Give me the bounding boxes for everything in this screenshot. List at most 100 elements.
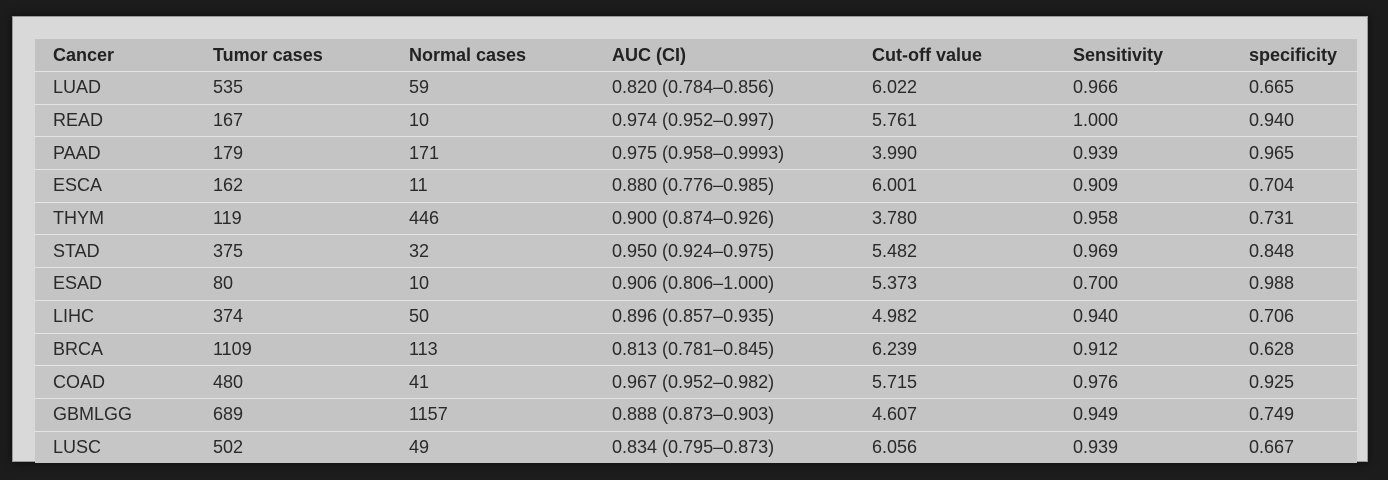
cell-specificity: 0.988 (1231, 267, 1357, 301)
table-frame: Cancer Tumor cases Normal cases AUC (CI)… (12, 16, 1368, 464)
cell-sensitivity: 1.000 (1055, 103, 1231, 137)
cell-tumor-cases: 375 (195, 234, 391, 268)
cell-cancer: GBMLGG (35, 397, 195, 432)
cell-cancer: BRCA (35, 332, 195, 366)
cell-normal-cases: 32 (391, 234, 594, 268)
table-header-row: Cancer Tumor cases Normal cases AUC (CI)… (35, 39, 1357, 72)
cell-normal-cases: 11 (391, 169, 594, 203)
cell-cancer: STAD (35, 234, 195, 268)
column-header-cancer: Cancer (35, 39, 195, 72)
cell-tumor-cases: 80 (195, 267, 391, 301)
cell-sensitivity: 0.912 (1055, 332, 1231, 366)
cell-cutoff: 4.607 (854, 397, 1055, 432)
table-body: LUAD 535 59 0.820 (0.784–0.856) 6.022 0.966 0.… (35, 71, 1357, 464)
column-header-tumor-cases: Tumor cases (195, 39, 391, 72)
cell-tumor-cases: 119 (195, 201, 391, 235)
cell-sensitivity: 0.940 (1055, 299, 1231, 333)
cell-tumor-cases: 502 (195, 430, 391, 464)
cell-normal-cases: 41 (391, 365, 594, 399)
cell-cutoff: 6.056 (854, 430, 1055, 464)
cell-specificity: 0.965 (1231, 136, 1357, 170)
cell-sensitivity: 0.958 (1055, 201, 1231, 235)
cell-cutoff: 6.001 (854, 169, 1055, 203)
column-header-sensitivity: Sensitivity (1055, 39, 1231, 72)
cell-sensitivity: 0.976 (1055, 365, 1231, 399)
cell-sensitivity: 0.909 (1055, 169, 1231, 203)
cell-cutoff: 6.239 (854, 332, 1055, 366)
cell-sensitivity: 0.939 (1055, 136, 1231, 170)
table-row: GBMLGG 689 1157 0.888 (0.873–0.903) 4.607 0.9… (35, 397, 1357, 432)
results-table: Cancer Tumor cases Normal cases AUC (CI)… (35, 39, 1357, 464)
cell-cancer: COAD (35, 365, 195, 399)
cell-specificity: 0.665 (1231, 71, 1357, 105)
cell-specificity: 0.749 (1231, 397, 1357, 432)
table-row: BRCA 1109 113 0.813 (0.781–0.845) 6.239 0.912… (35, 332, 1357, 366)
cell-tumor-cases: 374 (195, 299, 391, 333)
cell-auc: 0.950 (0.924–0.975) (594, 234, 854, 268)
cell-specificity: 0.731 (1231, 201, 1357, 235)
table-row: READ 167 10 0.974 (0.952–0.997) 5.761 1.000 0.… (35, 103, 1357, 137)
cell-cancer: LUSC (35, 430, 195, 464)
cell-cutoff: 5.761 (854, 103, 1055, 137)
cell-cutoff: 5.715 (854, 365, 1055, 399)
cell-sensitivity: 0.949 (1055, 397, 1231, 432)
cell-tumor-cases: 689 (195, 397, 391, 432)
cell-tumor-cases: 162 (195, 169, 391, 203)
cell-cutoff: 3.990 (854, 136, 1055, 170)
column-header-specificity: specificity (1231, 39, 1357, 72)
cell-auc: 0.834 (0.795–0.873) (594, 430, 854, 464)
cell-cutoff: 5.373 (854, 267, 1055, 301)
table-row: STAD 375 32 0.950 (0.924–0.975) 5.482 0.969 0.… (35, 234, 1357, 268)
cell-tumor-cases: 167 (195, 103, 391, 137)
cell-cutoff: 6.022 (854, 71, 1055, 105)
cell-auc: 0.888 (0.873–0.903) (594, 397, 854, 432)
cell-auc: 0.813 (0.781–0.845) (594, 332, 854, 366)
cell-sensitivity: 0.966 (1055, 71, 1231, 105)
cell-specificity: 0.848 (1231, 234, 1357, 268)
cell-auc: 0.974 (0.952–0.997) (594, 103, 854, 137)
cell-auc: 0.880 (0.776–0.985) (594, 169, 854, 203)
cell-normal-cases: 113 (391, 332, 594, 366)
cell-cutoff: 4.982 (854, 299, 1055, 333)
table-row: THYM 119 446 0.900 (0.874–0.926) 3.780 0.958 0… (35, 201, 1357, 235)
cell-tumor-cases: 480 (195, 365, 391, 399)
cell-auc: 0.896 (0.857–0.935) (594, 299, 854, 333)
cell-auc: 0.906 (0.806–1.000) (594, 267, 854, 301)
cell-normal-cases: 10 (391, 267, 594, 301)
table-row: ESAD 80 10 0.906 (0.806–1.000) 5.373 0.700 0.9… (35, 267, 1357, 301)
cell-specificity: 0.628 (1231, 332, 1357, 366)
cell-specificity: 0.704 (1231, 169, 1357, 203)
cell-cancer: ESAD (35, 267, 195, 301)
column-header-auc: AUC (CI) (594, 39, 854, 72)
cell-specificity: 0.706 (1231, 299, 1357, 333)
column-header-normal-cases: Normal cases (391, 39, 594, 72)
cell-tumor-cases: 179 (195, 136, 391, 170)
cell-tumor-cases: 1109 (195, 332, 391, 366)
cell-cancer: PAAD (35, 136, 195, 170)
cell-normal-cases: 50 (391, 299, 594, 333)
cell-specificity: 0.940 (1231, 103, 1357, 137)
cell-normal-cases: 10 (391, 103, 594, 137)
table-row: PAAD 179 171 0.975 (0.958–0.9993) 3.990 0.939… (35, 136, 1357, 170)
cell-specificity: 0.925 (1231, 365, 1357, 399)
cell-normal-cases: 1157 (391, 397, 594, 432)
cell-normal-cases: 59 (391, 71, 594, 105)
cell-specificity: 0.667 (1231, 430, 1357, 464)
cell-cancer: ESCA (35, 169, 195, 203)
cell-sensitivity: 0.700 (1055, 267, 1231, 301)
cell-tumor-cases: 535 (195, 71, 391, 105)
cell-auc: 0.820 (0.784–0.856) (594, 71, 854, 105)
cell-auc: 0.975 (0.958–0.9993) (594, 136, 854, 170)
table-row: LUAD 535 59 0.820 (0.784–0.856) 6.022 0.966 0.… (35, 71, 1357, 105)
cell-normal-cases: 49 (391, 430, 594, 464)
cell-cutoff: 3.780 (854, 201, 1055, 235)
cell-normal-cases: 171 (391, 136, 594, 170)
cell-cancer: LUAD (35, 71, 195, 105)
cell-sensitivity: 0.939 (1055, 430, 1231, 464)
column-header-cutoff: Cut-off value (854, 39, 1055, 72)
cell-cancer: LIHC (35, 299, 195, 333)
cell-auc: 0.900 (0.874–0.926) (594, 201, 854, 235)
table-row: LIHC 374 50 0.896 (0.857–0.935) 4.982 0.940 0.… (35, 299, 1357, 333)
cell-cancer: THYM (35, 201, 195, 235)
cell-sensitivity: 0.969 (1055, 234, 1231, 268)
